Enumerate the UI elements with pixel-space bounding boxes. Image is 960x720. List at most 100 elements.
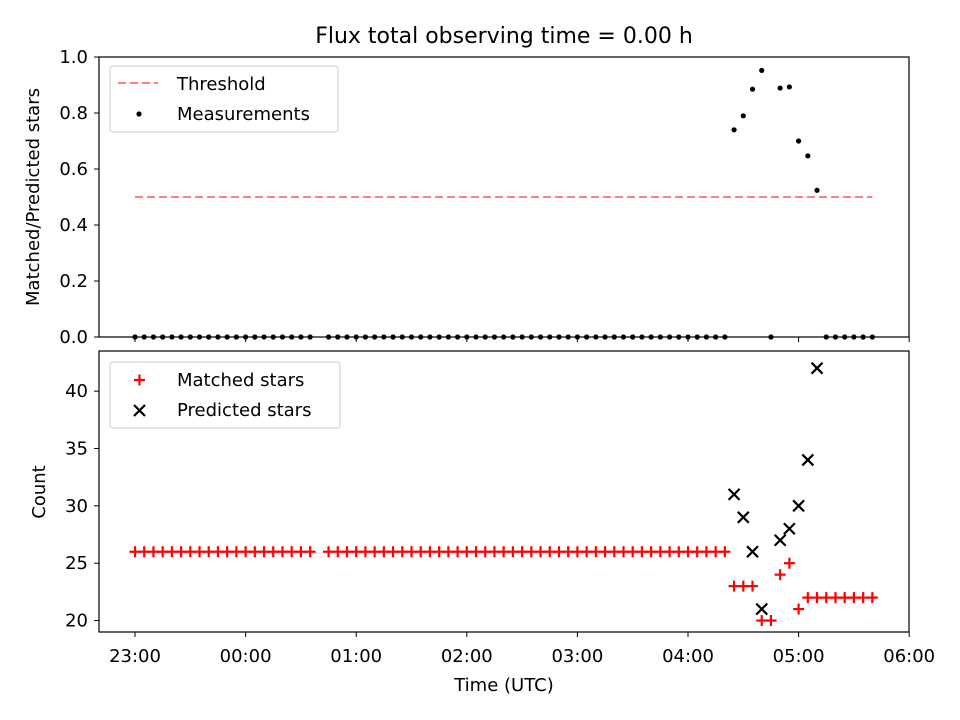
measurement-point-26: [381, 334, 387, 340]
matched-star-point-55: [645, 546, 657, 558]
matched-star-point-5: [175, 546, 187, 558]
matched-star-point-61: [700, 546, 712, 558]
matched-star-point-26: [378, 546, 390, 558]
measurement-point-7: [196, 334, 203, 340]
matched-star-point-54: [636, 546, 648, 558]
matched-star-point-48: [581, 546, 593, 558]
measurement-point-71: [796, 138, 802, 144]
matched-star-point-52: [617, 546, 629, 558]
measurement-point-47: [574, 334, 581, 340]
matched-star-point-18: [295, 546, 307, 558]
measurement-point-12: [243, 334, 249, 340]
predicted-star-point-5: [783, 522, 796, 536]
matched-star-point-14: [258, 546, 270, 558]
matched-star-point-1: [138, 546, 150, 558]
matched-star-point-24: [359, 546, 371, 558]
matched-star-point-79: [866, 592, 878, 604]
measurement-point-48: [584, 334, 590, 340]
matched-star-point-42: [525, 546, 537, 558]
matched-star-point-10: [221, 546, 233, 558]
matched-star-point-56: [654, 546, 666, 558]
x-tick-label-7: 06:00: [883, 646, 935, 667]
measurement-point-56: [657, 334, 663, 340]
matched-legend-swatch: [134, 374, 145, 386]
matched-star-point-34: [452, 546, 464, 558]
top-legend: Threshold Measurements: [109, 65, 339, 133]
matched-star-point-38: [488, 546, 500, 558]
measurement-point-74: [823, 334, 829, 340]
measurement-point-58: [676, 334, 682, 340]
measurement-point-61: [703, 334, 710, 340]
measurement-point-6: [187, 334, 193, 340]
matched-star-point-27: [387, 546, 399, 558]
measurement-point-0: [132, 334, 138, 340]
matched-star-point-33: [442, 546, 454, 558]
top-y-tick-label-1: 0.2: [59, 271, 88, 292]
top-y-axis-label: Matched/Predicted stars: [23, 88, 44, 306]
bottom-y-tick-label-0: 20: [65, 611, 88, 632]
measurement-point-65: [740, 113, 746, 119]
matched-star-point-36: [470, 546, 482, 558]
matched-star-point-70: [783, 557, 795, 569]
measurement-point-32: [436, 334, 442, 340]
measurement-point-62: [713, 334, 719, 340]
x-tick-label-1: 00:00: [220, 646, 272, 667]
matched-star-point-76: [839, 592, 851, 604]
measurement-point-42: [528, 334, 534, 340]
x-tick-label-3: 02:00: [441, 646, 493, 667]
measurement-point-18: [298, 334, 304, 340]
predicted-star-point-8: [810, 361, 824, 375]
bottom-y-tick-label-2: 30: [65, 496, 88, 517]
measurement-point-57: [666, 334, 673, 340]
top-y-tick-label-3: 0.6: [59, 159, 88, 180]
matched-star-point-50: [599, 546, 611, 558]
measurement-point-60: [694, 334, 700, 340]
measurement-point-67: [759, 67, 765, 74]
measurement-point-43: [537, 334, 544, 340]
matched-star-point-46: [562, 546, 574, 558]
measurement-point-27: [390, 334, 396, 340]
bottom-y-axis-label: Count: [29, 465, 50, 518]
top-legend-box: [109, 65, 339, 133]
matched-star-point-57: [664, 546, 676, 558]
measurement-point-73: [814, 187, 820, 193]
measurement-point-2: [150, 334, 157, 340]
matched-star-point-7: [194, 546, 206, 558]
measurement-point-75: [832, 334, 839, 340]
measurement-point-46: [565, 334, 571, 340]
measurement-point-28: [399, 334, 405, 340]
predicted-star-point-6: [792, 499, 805, 513]
matched-star-point-31: [424, 546, 436, 558]
measurements-legend-label: Measurements: [177, 104, 310, 125]
matched-star-point-63: [719, 546, 731, 558]
measurement-point-4: [169, 334, 175, 340]
measurement-point-15: [270, 334, 276, 340]
matched-star-point-58: [673, 546, 685, 558]
measurements-legend-swatch: [136, 111, 142, 117]
matched-star-point-66: [747, 580, 759, 592]
matched-star-point-40: [507, 546, 519, 558]
matched-star-point-65: [737, 580, 749, 592]
measurement-point-37: [482, 334, 488, 340]
measurement-point-1: [141, 334, 147, 340]
matched-star-point-72: [802, 592, 814, 604]
matched-star-point-9: [212, 546, 224, 558]
top-y-tick-label-2: 0.4: [59, 215, 88, 236]
measurement-point-35: [464, 334, 470, 340]
measurement-point-11: [233, 334, 239, 340]
matched-star-point-62: [710, 546, 722, 558]
matched-star-point-39: [498, 546, 510, 558]
top-y-tick-label-0: 0.0: [59, 327, 88, 348]
chart-title: Flux total observing time = 0.00 h: [315, 24, 693, 49]
matched-star-point-3: [157, 546, 169, 558]
matched-star-point-12: [240, 546, 252, 558]
measurement-point-41: [519, 334, 525, 340]
panel-top: 0.0 0.2 0.4 0.6 0.8 1.0 Matched/Predicted sta…: [23, 47, 910, 348]
measurement-point-44: [547, 334, 553, 340]
predicted-star-point-3: [755, 602, 769, 616]
x-tick-label-2: 01:00: [330, 646, 382, 667]
measurement-point-3: [160, 334, 166, 340]
measurement-point-16: [279, 334, 286, 340]
matched-star-point-37: [479, 546, 491, 558]
matched-star-point-30: [415, 546, 427, 558]
